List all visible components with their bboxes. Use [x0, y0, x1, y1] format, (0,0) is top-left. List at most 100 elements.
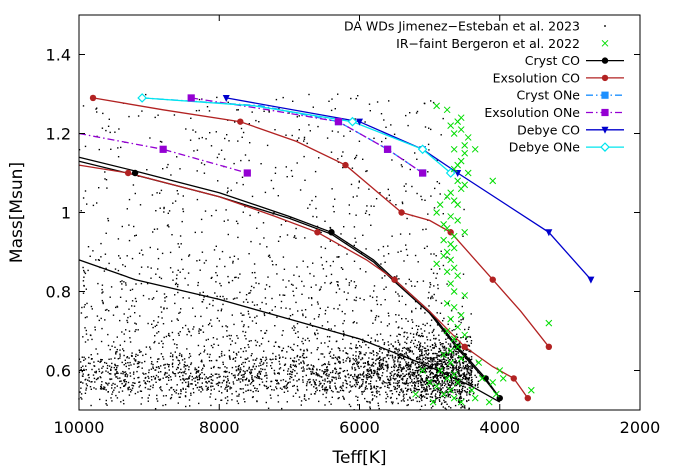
- wd-point: [379, 192, 381, 194]
- wd-point: [350, 374, 352, 376]
- wd-point: [267, 386, 269, 389]
- wd-point: [352, 310, 354, 312]
- wd-point: [441, 343, 443, 345]
- wd-point: [324, 342, 326, 344]
- wd-point: [422, 323, 424, 325]
- wd-point: [458, 400, 460, 402]
- wd-point: [138, 273, 141, 275]
- wd-point: [179, 168, 181, 170]
- wd-point: [412, 362, 415, 364]
- wd-point: [142, 294, 145, 297]
- wd-point: [345, 386, 348, 389]
- wd-point: [467, 377, 469, 379]
- wd-point: [376, 358, 378, 360]
- wd-point: [407, 388, 410, 390]
- wd-point: [400, 370, 403, 373]
- wd-point: [455, 364, 458, 366]
- wd-point: [218, 356, 221, 358]
- wd-point: [210, 344, 213, 347]
- wd-point: [207, 388, 209, 390]
- wd-point: [456, 370, 459, 373]
- wd-point: [446, 403, 448, 405]
- wd-point: [283, 369, 285, 372]
- wd-point: [366, 170, 368, 172]
- wd-point: [425, 228, 427, 230]
- wd-point: [409, 396, 411, 398]
- wd-point: [355, 97, 357, 100]
- wd-point: [105, 403, 107, 405]
- wd-point: [451, 369, 454, 371]
- wd-point: [461, 379, 463, 381]
- wd-point: [174, 302, 176, 305]
- wd-point: [359, 353, 361, 355]
- wd-point: [324, 371, 326, 373]
- wd-point: [310, 370, 312, 373]
- wd-point: [429, 358, 432, 360]
- wd-point: [356, 195, 358, 197]
- wd-point: [323, 383, 325, 385]
- wd-point: [386, 386, 389, 388]
- wd-point: [116, 348, 118, 351]
- wd-point: [379, 348, 381, 350]
- wd-point: [228, 355, 231, 357]
- y-axis-label: Mass[Msun]: [7, 162, 27, 263]
- wd-point: [290, 169, 293, 172]
- wd-point: [231, 393, 233, 395]
- wd-point: [192, 328, 194, 330]
- wd-point: [284, 387, 286, 389]
- wd-point: [208, 110, 211, 112]
- wd-point: [460, 356, 463, 358]
- wd-point: [316, 389, 318, 391]
- wd-point: [301, 340, 303, 343]
- wd-point: [343, 398, 345, 400]
- wd-point: [134, 297, 137, 300]
- wd-point: [90, 388, 92, 390]
- ir-faint-stroke: [468, 386, 476, 394]
- wd-point: [377, 353, 379, 355]
- wd-point: [93, 387, 95, 389]
- wd-point: [253, 304, 256, 306]
- wd-point: [237, 365, 240, 368]
- wd-point: [197, 284, 199, 287]
- wd-point: [166, 375, 168, 378]
- wd-point: [379, 360, 381, 362]
- ir-faint-stroke: [447, 122, 455, 129]
- wd-point: [366, 378, 368, 381]
- wd-point: [311, 368, 313, 371]
- wd-point: [282, 279, 284, 281]
- wd-point: [101, 371, 104, 373]
- wd-point: [326, 335, 329, 338]
- wd-point: [380, 113, 383, 115]
- wd-point: [140, 351, 142, 353]
- ir-faint-point: [440, 351, 448, 359]
- wd-point: [432, 381, 434, 383]
- wd-point: [306, 349, 309, 352]
- wd-point: [447, 368, 450, 370]
- wd-point: [129, 337, 131, 339]
- wd-point: [337, 397, 339, 400]
- wd-point: [401, 318, 403, 320]
- wd-point: [382, 245, 385, 248]
- wd-point: [340, 267, 343, 269]
- wd-point: [284, 364, 286, 366]
- wd-point: [193, 326, 195, 328]
- wd-point: [351, 368, 353, 370]
- wd-point: [357, 340, 360, 343]
- wd-point: [430, 379, 432, 381]
- wd-point: [441, 330, 443, 332]
- wd-point: [241, 320, 243, 323]
- wd-point: [427, 367, 429, 369]
- wd-point: [361, 384, 363, 386]
- wd-point: [83, 284, 85, 287]
- wd-point: [129, 315, 132, 318]
- wd-point: [108, 262, 110, 265]
- wd-point: [80, 396, 82, 399]
- wd-point: [252, 380, 255, 382]
- wd-point: [252, 378, 254, 381]
- wd-point: [462, 235, 464, 237]
- wd-point: [224, 265, 226, 268]
- wd-point: [120, 401, 122, 403]
- wd-point: [355, 154, 358, 157]
- wd-point: [116, 372, 118, 374]
- wd-point: [346, 357, 348, 360]
